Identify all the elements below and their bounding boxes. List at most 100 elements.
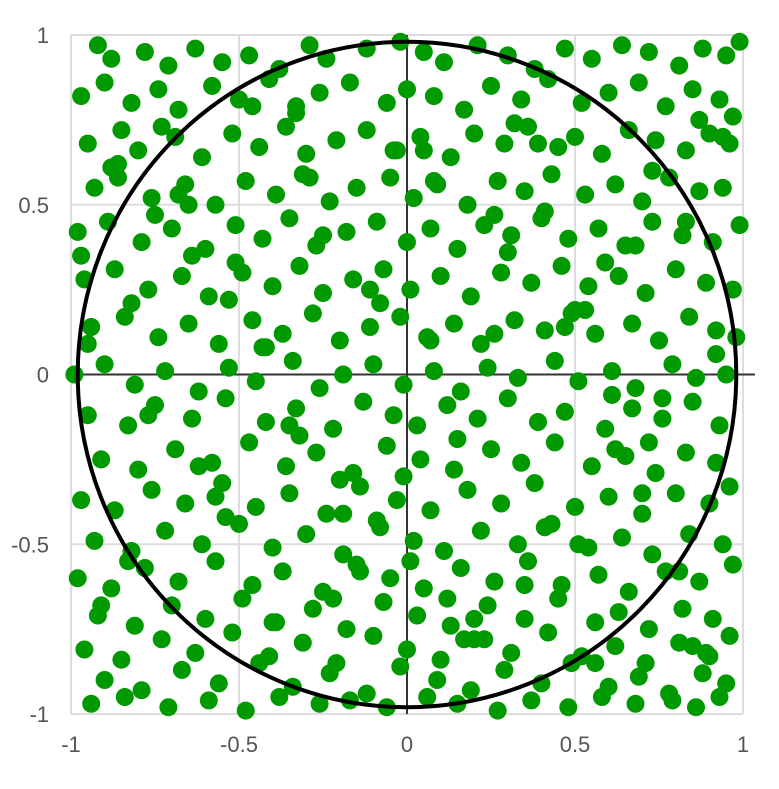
data-point [95,671,114,689]
data-point [78,334,97,353]
data-point [555,39,574,58]
data-point [85,531,104,550]
data-point [122,294,141,313]
data-point [461,287,480,306]
data-point [293,633,312,652]
data-point [656,97,675,116]
data-point [340,73,359,92]
data-point [78,406,97,425]
data-point [196,609,215,628]
data-point [586,654,605,673]
data-point [387,491,406,510]
data-point [421,501,440,520]
data-point [414,141,433,160]
data-point [713,535,732,554]
data-point [710,688,729,706]
data-point [535,518,554,537]
data-point [451,559,470,577]
data-point [566,127,584,146]
data-point [424,172,443,190]
data-point [666,484,685,503]
data-point [710,416,729,435]
data-point [663,691,682,710]
data-point [377,436,396,455]
data-point [502,226,521,245]
data-point [687,368,705,387]
data-point [687,698,705,717]
data-point [152,117,171,136]
data-point [596,419,615,438]
data-point [619,582,638,601]
data-point [109,155,127,173]
data-point [236,701,255,720]
data-point [203,76,222,95]
data-point [629,667,648,686]
data-point [492,263,511,282]
data-point [707,453,726,472]
data-point [391,657,410,676]
data-point [676,443,695,462]
data-point [428,671,447,689]
data-point [351,562,369,581]
data-point [65,365,84,384]
data-point [102,49,121,68]
data-point [555,402,574,421]
data-point [599,487,618,506]
data-point [424,362,443,381]
data-point [411,127,430,146]
data-point [287,399,306,418]
data-point [663,355,682,374]
data-point [216,389,235,408]
data-point [314,226,332,245]
data-point [508,368,527,387]
data-point [515,609,534,628]
data-point [183,409,201,428]
data-point [283,351,302,370]
data-point [414,43,433,61]
data-point [653,409,672,428]
data-point [125,375,144,394]
data-point [707,321,726,340]
data-point [357,684,376,703]
data-point [713,178,732,197]
data-point [216,508,235,527]
data-point [569,535,588,554]
data-point [515,576,534,594]
data-point [219,358,238,377]
data-point [381,569,400,588]
data-point [482,76,500,95]
data-point [710,90,729,109]
data-point [193,148,211,167]
data-point [189,457,208,476]
data-point [633,484,652,503]
data-point [75,640,94,659]
data-point [243,97,262,116]
data-point [445,314,463,333]
data-point [539,623,558,642]
data-point [344,270,363,289]
data-point [119,416,138,435]
data-point [683,80,702,99]
data-point [398,233,416,252]
data-point [337,222,356,241]
data-point [213,53,232,72]
data-point [485,324,504,343]
data-point [300,168,319,187]
data-point [421,331,440,350]
data-point [592,688,611,706]
data-point [280,484,299,503]
data-point [545,433,564,452]
data-point [529,413,547,431]
data-point [88,36,107,55]
y-tick-label: -1 [29,702,49,727]
data-point [408,606,427,625]
data-point [330,331,349,350]
data-point [374,260,393,279]
data-point [646,464,665,482]
data-point [263,613,282,632]
data-point [223,124,242,143]
data-point [149,328,168,347]
data-point [290,256,309,275]
